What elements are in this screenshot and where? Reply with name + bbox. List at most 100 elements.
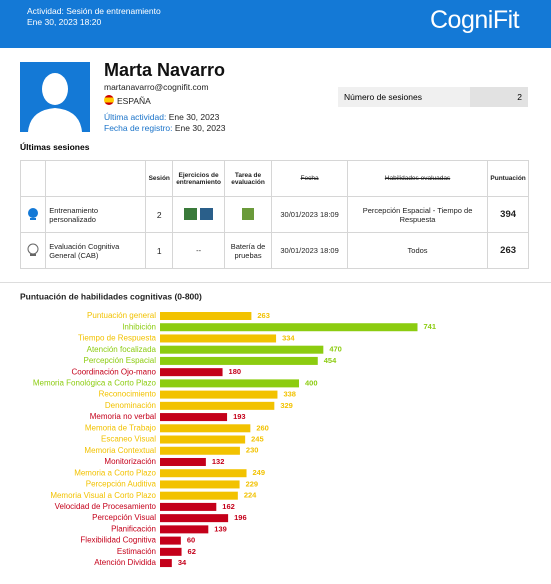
value-label: 60 [187, 536, 195, 545]
value-label: 260 [256, 423, 269, 432]
bar-label: Memoria Fonológica a Corto Plazo [33, 378, 157, 387]
bar-label: Escaneo Visual [101, 435, 156, 444]
logo[interactable]: CogniFit [430, 6, 520, 34]
registration-label: Fecha de registro: [104, 123, 173, 133]
bar-label: Inhibición [122, 322, 156, 331]
bar-label: Memoria a Corto Plazo [74, 468, 156, 477]
bar-label: Puntuación general [87, 311, 156, 320]
value-label: 193 [233, 412, 246, 421]
bar-label: Percepción Visual [92, 513, 156, 522]
email: martanavarro@cognifit.com [104, 82, 209, 92]
col-header: Sesión [145, 160, 174, 197]
bar [160, 536, 181, 545]
bar-label: Memoria no verbal [90, 412, 156, 421]
bar [160, 379, 299, 388]
value-label: 263 [257, 311, 270, 320]
exercise-icons [183, 207, 213, 220]
separator [0, 282, 551, 283]
bar [160, 547, 182, 556]
value-label: 400 [305, 378, 318, 387]
bar [160, 356, 318, 365]
flag [104, 95, 114, 105]
session-score: 394 [487, 196, 529, 233]
bar [160, 424, 251, 433]
value-label: 62 [188, 547, 196, 556]
session-number: 2 [145, 196, 174, 233]
chart-title: Puntuación de habilidades cognitivas (0-… [20, 291, 202, 301]
sessions-table: Sesión Ejercicios de entrenamiento Tarea… [19, 160, 529, 269]
bar-label: Denominación [105, 401, 156, 410]
bar [160, 491, 238, 500]
header-bar: Actividad: Sesión de entrenamiento Ene 3… [0, 0, 551, 48]
sessions-title: Últimas sesiones [20, 142, 90, 152]
bar-label: Memoria Contextual [84, 446, 156, 455]
bar [160, 323, 418, 332]
session-date: 30/01/2023 18:09 [271, 196, 348, 233]
value-label: 338 [283, 390, 296, 399]
session-exercises: -- [172, 232, 225, 269]
bar [160, 435, 246, 444]
bar-label: Planificación [111, 524, 156, 533]
country: ESPAÑA [117, 96, 151, 106]
bar-label: Memoria de Trabajo [85, 423, 157, 432]
value-label: 454 [324, 356, 337, 365]
bar [160, 413, 228, 422]
bar [160, 312, 252, 320]
bar [160, 469, 247, 478]
bar [160, 345, 324, 354]
value-label: 224 [244, 491, 257, 500]
session-skills: Todos [346, 232, 489, 269]
col-header: Fecha [271, 160, 348, 197]
value-label: 470 [329, 345, 342, 354]
bar-label: Velocidad de Procesamiento [55, 502, 157, 511]
session-number: 1 [145, 232, 174, 269]
bar [160, 514, 229, 523]
value-label: 245 [251, 435, 264, 444]
bar [160, 390, 278, 399]
value-label: 162 [222, 502, 235, 511]
bar-label: Coordinación Ojo-mano [72, 367, 157, 376]
bar-label: Tiempo de Respuesta [78, 334, 157, 343]
col-header: Ejercicios de entrenamiento [172, 160, 225, 197]
value-label: 329 [280, 401, 293, 410]
session-skills: Percepción Espacial - Tiempo de Respuest… [346, 196, 489, 233]
bar [160, 559, 172, 568]
skills-chart: Puntuación de habilidades cognitivas (0-… [20, 291, 436, 568]
activity-date: Ene 30, 2023 18:20 [27, 17, 102, 27]
session-name: Evaluación Cognitiva General (CAB) [45, 232, 147, 269]
sessions-count: 2 [517, 92, 522, 102]
bar [160, 401, 275, 410]
task-icon [242, 207, 255, 220]
sessions-box: Número de sesiones 2 [338, 87, 528, 107]
bar-label: Reconocimiento [99, 390, 157, 399]
last-activity-label: Última actividad: [104, 112, 167, 122]
col-header: Tarea de evaluación [223, 160, 273, 197]
value-label: 334 [282, 333, 295, 342]
value-label: 229 [246, 479, 259, 488]
registration: Ene 30, 2023 [174, 123, 226, 133]
value-label: 196 [234, 513, 247, 522]
bar-label: Percepción Auditiva [86, 480, 157, 489]
value-label: 132 [212, 457, 225, 466]
bar-label: Estimación [117, 547, 156, 556]
avatar [20, 62, 90, 132]
value-label: 139 [214, 524, 227, 533]
bar-label: Atención focalizada [87, 345, 157, 354]
value-label: 34 [178, 558, 187, 567]
session-date: 30/01/2023 18:09 [271, 232, 348, 269]
bar [160, 446, 240, 455]
col-header: Habilidades evaluadas [346, 160, 489, 197]
bar [160, 368, 223, 377]
row-icon [27, 243, 39, 256]
bar [160, 480, 240, 489]
bar [160, 525, 209, 534]
col-header: Puntuación [487, 160, 529, 197]
session-score: 263 [487, 232, 529, 269]
bar-label: Percepción Espacial [84, 356, 157, 365]
value-label: 249 [253, 468, 266, 477]
value-label: 230 [246, 446, 259, 455]
bar-label: Flexibilidad Cognitiva [80, 536, 156, 545]
last-activity: Ene 30, 2023 [168, 112, 220, 122]
value-label: 180 [229, 367, 242, 376]
